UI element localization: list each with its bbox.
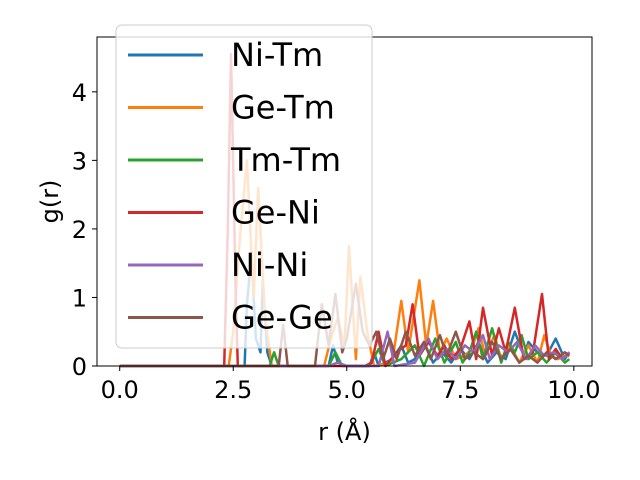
x-axis: 0.0 2.5 5.0 7.5 10.0 xyxy=(101,366,601,404)
x-tick-label: 0.0 xyxy=(101,376,139,404)
y-tick-label: 0 xyxy=(72,353,87,381)
legend-box xyxy=(115,24,373,349)
y-tick-label: 4 xyxy=(72,79,87,107)
y-axis-label: g(r) xyxy=(36,180,64,224)
x-tick-label: 5.0 xyxy=(328,376,366,404)
legend-entry: Ni-Tm xyxy=(231,36,323,74)
y-tick-label: 1 xyxy=(72,284,87,312)
x-tick-label: 10.0 xyxy=(547,376,600,404)
x-tick-label: 2.5 xyxy=(214,376,252,404)
legend-entry: Ge-Ni xyxy=(231,194,320,232)
legend-entry: Ge-Tm xyxy=(231,89,335,127)
y-tick-label: 2 xyxy=(72,216,87,244)
y-tick-label: 3 xyxy=(72,147,87,175)
legend-entry: Ni-Ni xyxy=(231,246,308,284)
x-tick-label: 7.5 xyxy=(441,376,479,404)
y-axis: 0 1 2 3 4 xyxy=(72,79,97,381)
legend-entry: Tm-Tm xyxy=(230,141,341,179)
x-axis-label: r (Å) xyxy=(318,417,371,446)
series-line-tm-tm xyxy=(119,327,571,368)
legend-entry: Ge-Ge xyxy=(231,299,333,337)
legend: Ni-Tm Ge-Tm Tm-Tm Ge-Ni Ni-Ni Ge-Ge xyxy=(115,24,373,349)
